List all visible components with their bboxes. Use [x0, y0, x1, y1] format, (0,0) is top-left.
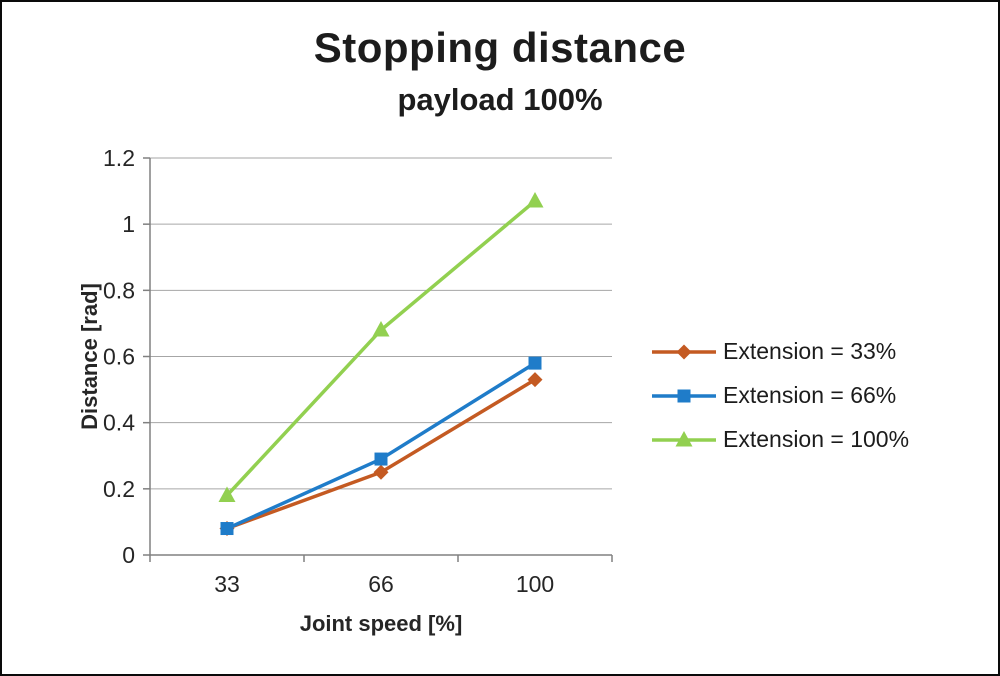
legend-label: Extension = 100%: [723, 426, 910, 452]
plot-area: 0 0.2 0.4 0.6 0.8 1 1.2 33 66 100 Joint speed [%] D…: [77, 145, 613, 636]
y-tick-label: 0.8: [103, 277, 135, 303]
y-axis-title: Distance [rad]: [77, 283, 102, 430]
series-line-2: [225, 199, 537, 498]
y-tick-label: 0: [122, 542, 135, 568]
y-tick-label: 0.2: [103, 476, 135, 502]
marker-square: [374, 452, 388, 466]
legend-entry: Extension = 100%: [650, 426, 909, 453]
y-tick-label: 0.6: [103, 344, 135, 370]
marker-square: [528, 356, 542, 370]
legend-label: Extension = 33%: [723, 338, 897, 364]
marker-diamond: [527, 372, 543, 388]
marker-triangle: [372, 321, 390, 337]
x-tick-label: 33: [214, 571, 240, 597]
marker-triangle: [526, 192, 544, 208]
x-tick-label: 100: [516, 571, 554, 597]
marker-diamond: [676, 344, 692, 359]
y-tick-label: 0.4: [103, 410, 135, 436]
legend-entry: Extension = 66%: [650, 382, 909, 409]
chart-title: Stopping distance: [313, 24, 687, 71]
legend-entry: Extension = 33%: [650, 338, 909, 365]
marker-triangle: [675, 430, 693, 446]
x-axis-title: Joint speed [%]: [300, 611, 463, 636]
marker-diamond: [373, 464, 389, 480]
marker-square: [677, 389, 691, 402]
marker-triangle: [218, 486, 236, 502]
legend: Extension = 33% Extension = 66% Extension …: [650, 338, 909, 453]
legend-swatch: [652, 430, 716, 446]
y-tick-label: 1: [122, 211, 135, 237]
legend-swatch: [652, 344, 716, 359]
y-tick-label: 1.2: [103, 145, 135, 171]
chart-subtitle: payload 100%: [397, 82, 603, 117]
legend-swatch: [652, 389, 716, 402]
legend-label: Extension = 66%: [723, 382, 897, 408]
x-tick-label: 66: [368, 571, 394, 597]
marker-square: [220, 522, 234, 536]
